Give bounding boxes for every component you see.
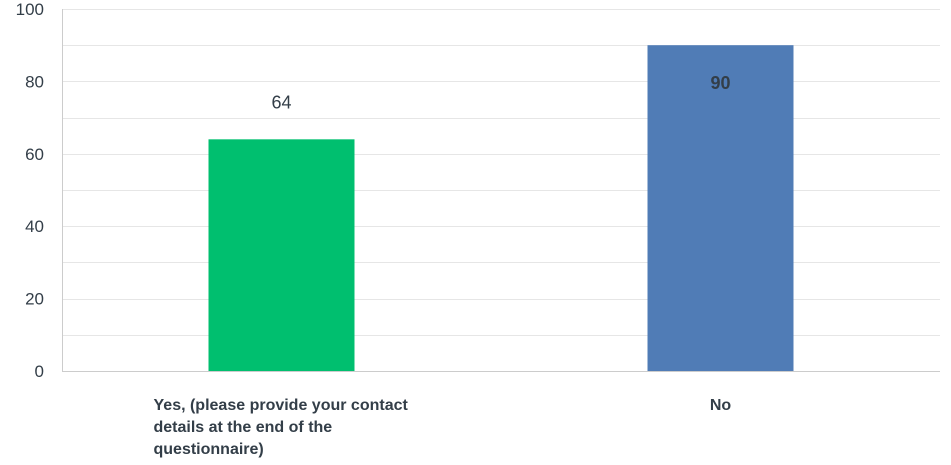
y-tick-label: 20 xyxy=(25,290,44,309)
y-tick-label: 100 xyxy=(16,0,44,19)
y-tick-label: 40 xyxy=(25,217,44,236)
gridlines xyxy=(62,9,940,336)
bar xyxy=(208,139,355,371)
bars xyxy=(208,45,794,371)
data-label: 90 xyxy=(710,73,730,93)
x-category-label: Yes, (please provide your contact detail… xyxy=(153,397,408,458)
data-label: 64 xyxy=(271,92,291,112)
y-tick-labels: 0 20 40 60 80 100 xyxy=(16,0,44,381)
data-labels: 64 90 xyxy=(271,73,730,112)
y-tick-label: 60 xyxy=(25,145,44,164)
axes xyxy=(62,9,940,372)
x-category-label: No xyxy=(709,397,732,414)
y-tick-label: 80 xyxy=(25,72,44,91)
bar xyxy=(647,45,794,371)
y-tick-label: 0 xyxy=(35,362,44,381)
